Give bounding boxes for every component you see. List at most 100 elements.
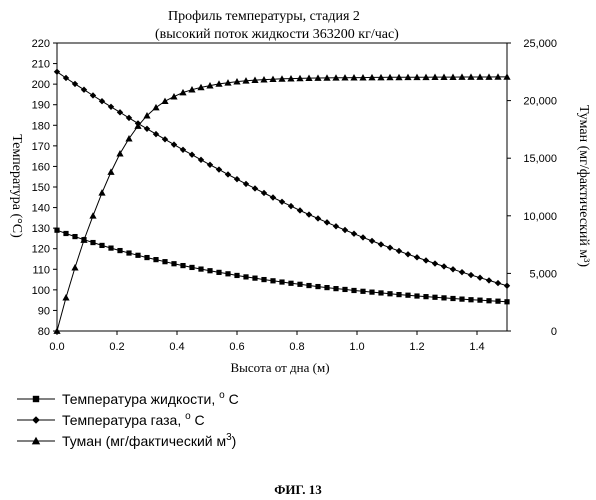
y-left-tick-label: 120 bbox=[32, 244, 50, 256]
data-point bbox=[63, 75, 69, 81]
data-point bbox=[369, 290, 374, 295]
data-point bbox=[153, 257, 158, 262]
data-point bbox=[342, 227, 348, 233]
data-point bbox=[414, 293, 419, 298]
data-point bbox=[486, 298, 491, 303]
data-point bbox=[306, 283, 311, 288]
y-right-tick-label: 15,000 bbox=[523, 153, 557, 165]
data-point bbox=[441, 263, 447, 269]
data-point bbox=[126, 250, 131, 255]
series-line bbox=[57, 72, 507, 286]
y-left-tick-label: 220 bbox=[32, 38, 50, 50]
data-point bbox=[360, 289, 365, 294]
data-point bbox=[72, 234, 77, 239]
series-line bbox=[57, 230, 507, 302]
data-point bbox=[360, 234, 366, 240]
x-tick-label: 0.2 bbox=[109, 341, 124, 353]
plot-frame bbox=[57, 43, 507, 331]
y-left-tick-label: 160 bbox=[32, 161, 50, 173]
chart-title: Профиль температуры, стадия 2 bbox=[168, 9, 360, 24]
y-right-tick-label: 10,000 bbox=[523, 211, 557, 223]
y-left-tick-label: 140 bbox=[32, 203, 50, 215]
x-axis-label: Высота от дна (м) bbox=[230, 360, 329, 375]
data-point bbox=[89, 212, 96, 218]
data-point bbox=[405, 293, 410, 298]
y-left-tick-label: 210 bbox=[32, 59, 50, 71]
y-right-tick-label: 5,000 bbox=[529, 268, 557, 280]
y-left-tick-label: 80 bbox=[38, 326, 50, 338]
data-point bbox=[216, 270, 221, 275]
data-point bbox=[306, 211, 312, 217]
data-point bbox=[125, 135, 132, 141]
data-point bbox=[207, 162, 213, 168]
y-left-tick-label: 100 bbox=[32, 285, 50, 297]
data-point bbox=[243, 181, 249, 187]
data-point bbox=[152, 104, 159, 110]
data-point bbox=[387, 244, 393, 250]
data-point bbox=[315, 215, 321, 221]
data-point bbox=[234, 176, 240, 182]
legend-label: Температура газа, o C bbox=[62, 411, 205, 428]
x-tick-label: 0.8 bbox=[289, 341, 304, 353]
data-point bbox=[225, 171, 231, 177]
data-point bbox=[162, 259, 167, 264]
data-point bbox=[62, 294, 69, 300]
data-point bbox=[71, 264, 78, 270]
data-point bbox=[198, 157, 204, 163]
data-point bbox=[324, 285, 329, 290]
data-point bbox=[279, 279, 284, 284]
data-point bbox=[387, 291, 392, 296]
data-point bbox=[153, 131, 159, 137]
x-tick-label: 0.4 bbox=[169, 341, 184, 353]
legend-marker bbox=[33, 396, 39, 402]
data-point bbox=[270, 278, 275, 283]
data-point bbox=[423, 257, 429, 263]
y-right-tick-label: 20,000 bbox=[523, 96, 557, 108]
data-point bbox=[288, 203, 294, 209]
data-point bbox=[63, 231, 68, 236]
chart-title-group: Профиль температуры, стадия 2 (высокий п… bbox=[155, 9, 399, 42]
data-point bbox=[126, 115, 132, 121]
data-point bbox=[180, 263, 185, 268]
data-point bbox=[315, 284, 320, 289]
y-left-tick-label: 200 bbox=[32, 79, 50, 91]
data-point bbox=[486, 277, 492, 283]
y-left-tick-label: 190 bbox=[32, 100, 50, 112]
ticks: 0.00.20.40.60.81.01.21.48090100110120130… bbox=[32, 38, 557, 353]
data-point bbox=[207, 268, 212, 273]
data-point bbox=[351, 288, 356, 293]
data-point bbox=[117, 248, 122, 253]
data-point bbox=[170, 93, 177, 99]
data-point bbox=[459, 269, 465, 275]
legend-item: Температура газа, o C bbox=[17, 411, 205, 428]
data-point bbox=[198, 266, 203, 271]
data-point bbox=[414, 254, 420, 260]
data-point bbox=[144, 255, 149, 260]
y-left-tick-label: 180 bbox=[32, 120, 50, 132]
data-point bbox=[171, 141, 177, 147]
data-point bbox=[99, 98, 105, 104]
y-axis-left-label: Температура (°С) bbox=[9, 134, 24, 238]
data-point bbox=[234, 273, 239, 278]
data-point bbox=[369, 238, 375, 244]
y-right-tick-label: 0 bbox=[551, 326, 557, 338]
legend-item: Температура жидкости, o C bbox=[17, 390, 239, 407]
data-point bbox=[279, 199, 285, 205]
y-left-tick-label: 110 bbox=[32, 264, 50, 276]
data-point bbox=[81, 86, 87, 92]
data-point bbox=[468, 272, 474, 278]
data-point bbox=[54, 69, 60, 75]
data-point bbox=[180, 147, 186, 153]
data-point bbox=[261, 277, 266, 282]
data-point bbox=[216, 166, 222, 172]
x-tick-label: 0.6 bbox=[229, 341, 244, 353]
data-point bbox=[324, 219, 330, 225]
data-point bbox=[423, 294, 428, 299]
data-point bbox=[189, 152, 195, 158]
x-tick-label: 0.0 bbox=[49, 341, 64, 353]
data-point bbox=[108, 104, 114, 110]
data-point bbox=[54, 228, 59, 233]
x-tick-label: 1.0 bbox=[349, 341, 364, 353]
x-tick-label: 1.4 bbox=[469, 341, 484, 353]
